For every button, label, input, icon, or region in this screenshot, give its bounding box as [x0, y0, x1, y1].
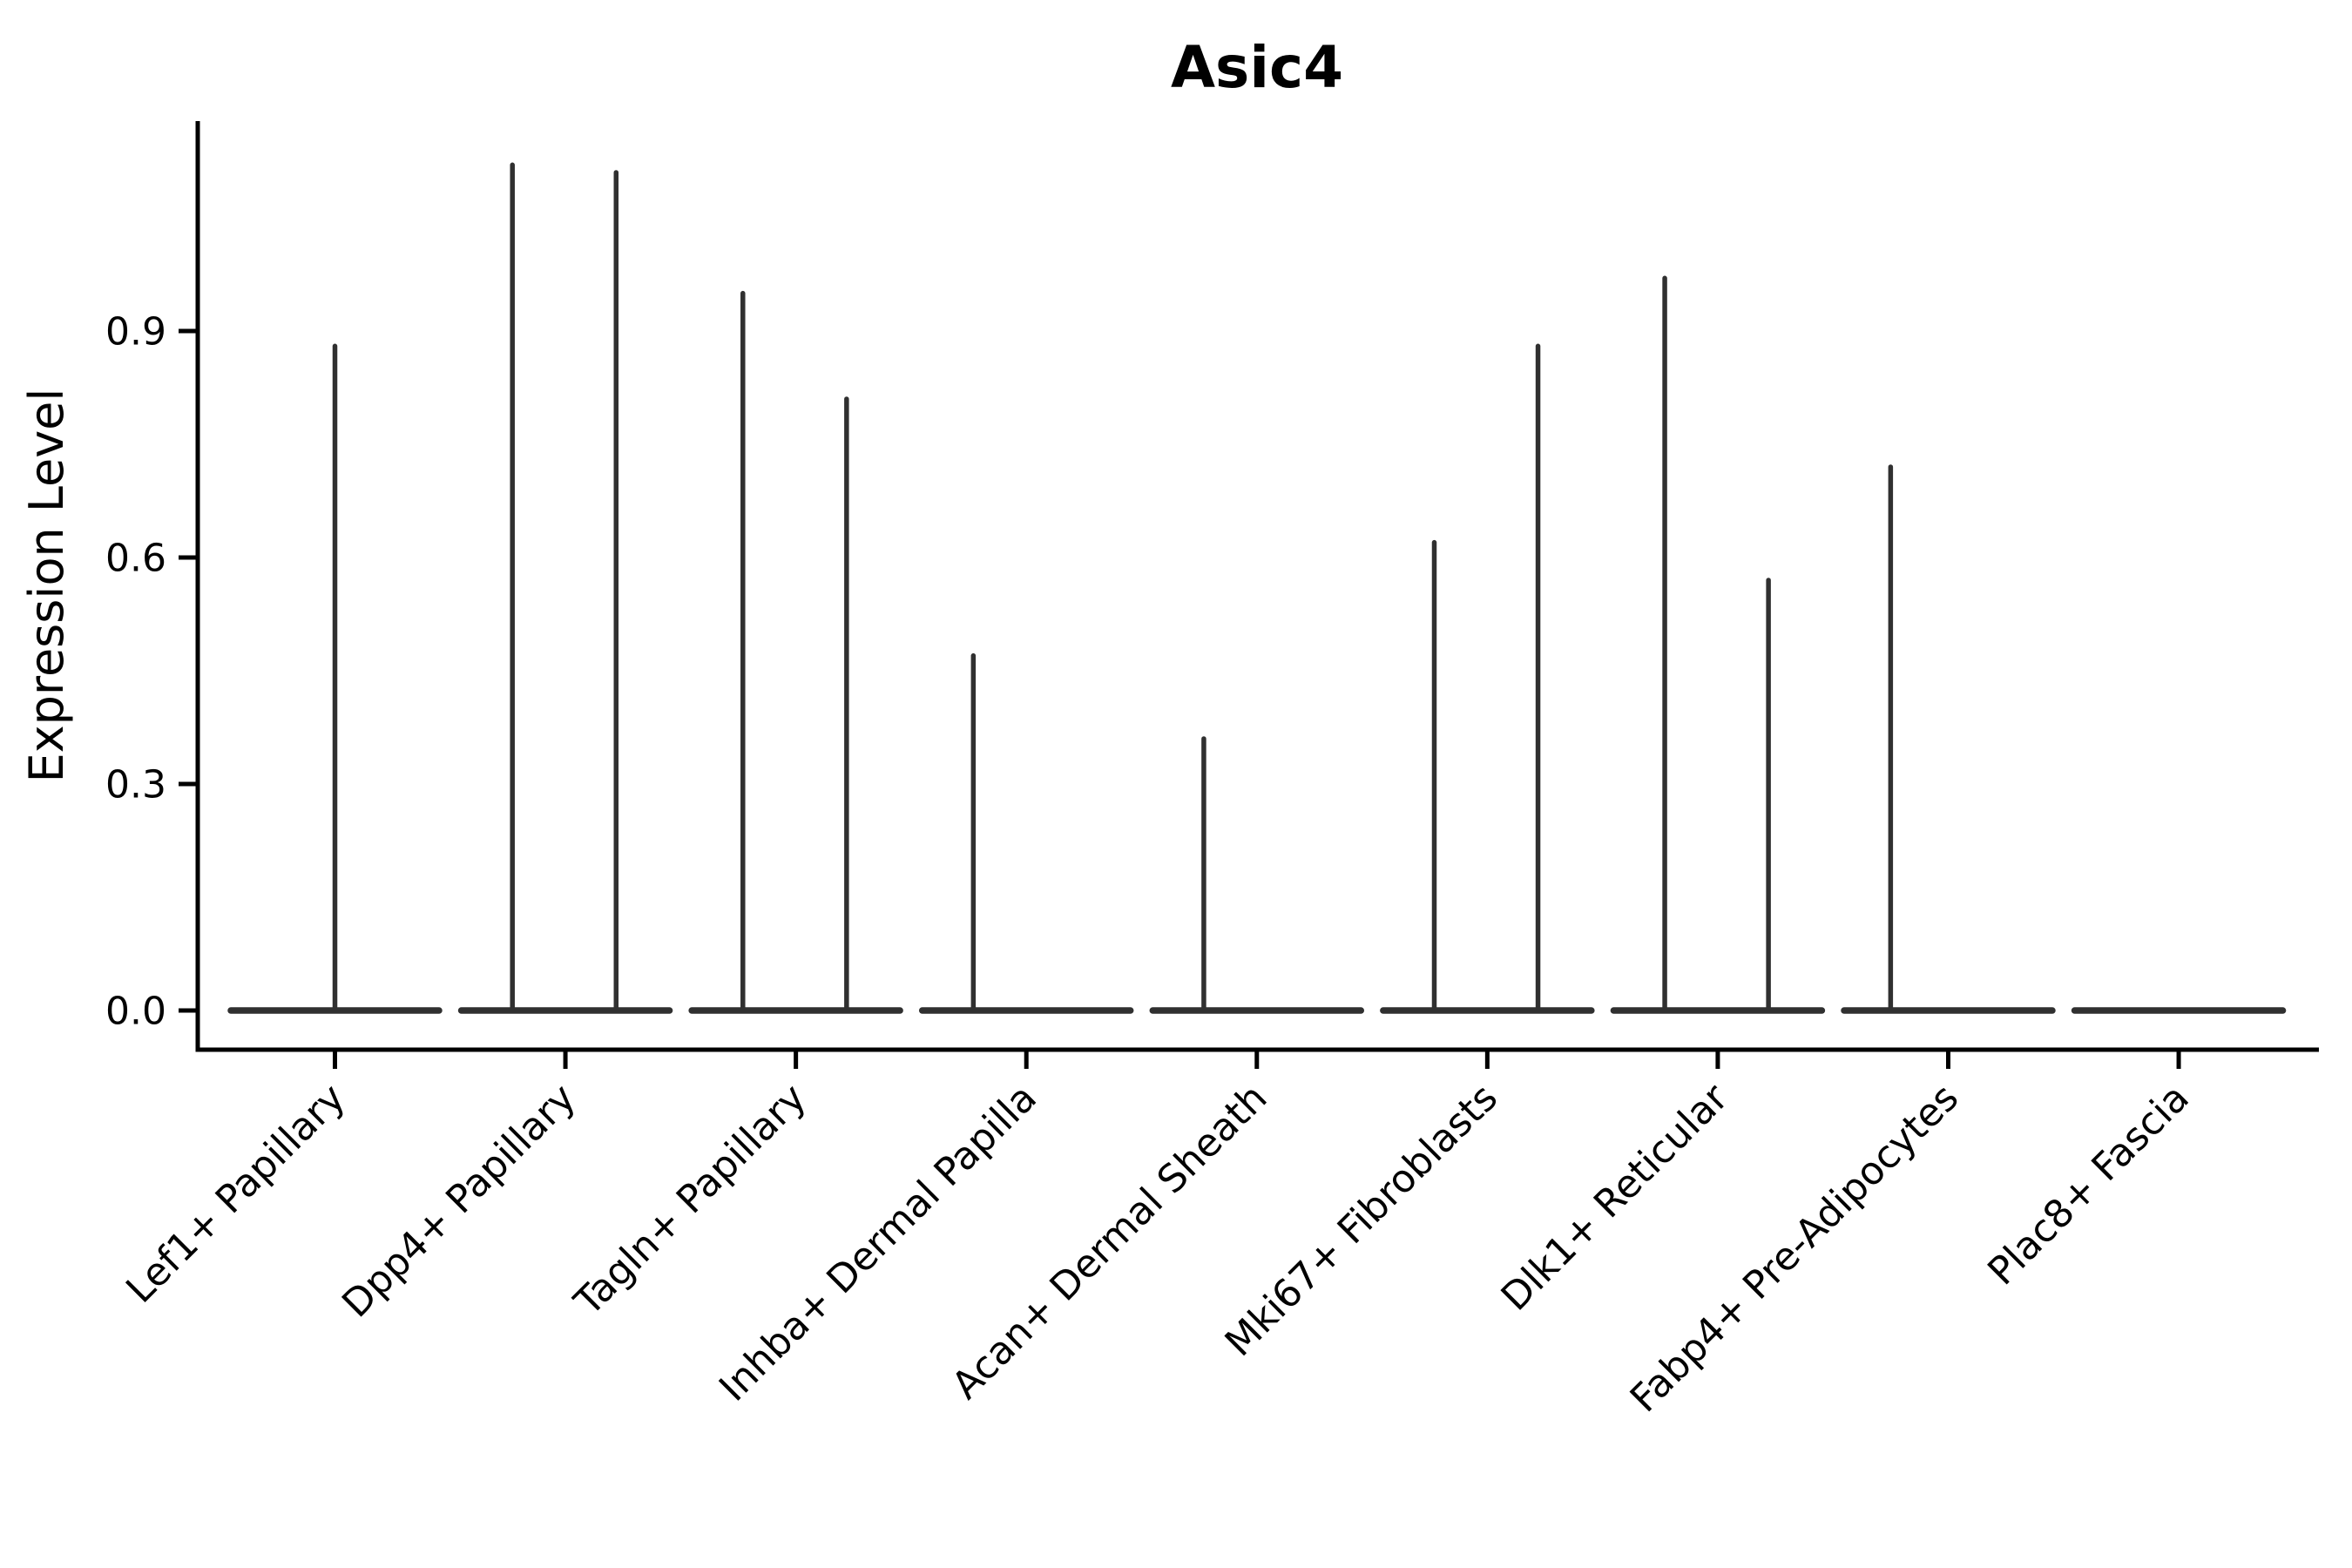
- x-tick-label: Dpp4+ Papillary: [334, 1076, 585, 1327]
- violins-layer: [227, 162, 2287, 1014]
- x-tick-label: Lef1+ Papillary: [118, 1076, 354, 1312]
- x-tick-label: Plac8+ Fascia: [1979, 1076, 2198, 1294]
- y-tick-label: 0.6: [105, 536, 166, 580]
- y-tick-label: 0.9: [105, 309, 166, 354]
- y-tick-label: 0.0: [105, 989, 166, 1033]
- y-axis-label: Expression Level: [19, 389, 74, 783]
- x-tick-label: Dlk1+ Reticular: [1493, 1075, 1738, 1320]
- x-tick-label: Tagln+ Papillary: [565, 1076, 814, 1325]
- y-tick-label: 0.3: [105, 762, 166, 807]
- chart-title: Asic4: [1171, 34, 1343, 101]
